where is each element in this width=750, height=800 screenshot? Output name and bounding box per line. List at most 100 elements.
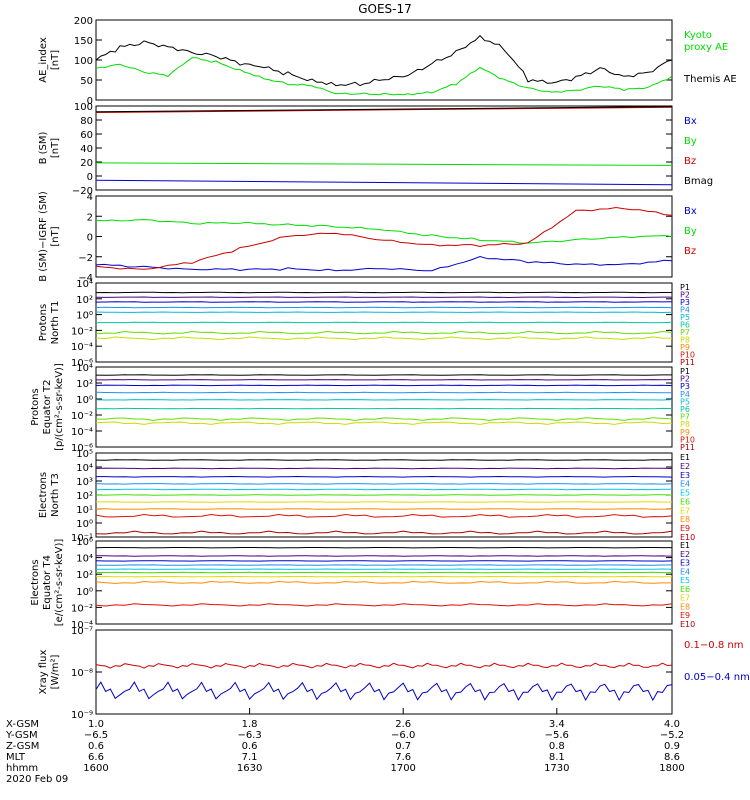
series-line bbox=[95, 580, 672, 584]
series-line bbox=[95, 255, 673, 272]
legend-entry: E1 bbox=[680, 541, 690, 550]
x-tick-label: 6.6 bbox=[88, 752, 104, 763]
x-tick-label: 1.0 bbox=[88, 719, 104, 730]
x-tick-label: −5.2 bbox=[660, 730, 684, 741]
legend-entry: By bbox=[684, 136, 697, 147]
series-line bbox=[95, 306, 673, 309]
x-tick-label: 0.6 bbox=[242, 741, 258, 752]
y-tick-label: 10⁴ bbox=[76, 463, 93, 474]
y-tick-label: 100 bbox=[74, 102, 93, 113]
y-tick-label: 50 bbox=[80, 76, 93, 87]
x-axis-block: 1.0−6.50.66.616001.8−6.30.67.116302.6−6.… bbox=[5, 708, 685, 785]
x-tick-label: 0.8 bbox=[549, 741, 565, 752]
series-line bbox=[96, 494, 673, 496]
panel-frame bbox=[95, 105, 673, 191]
series-line bbox=[95, 179, 673, 186]
y-axis-label: [nT] bbox=[50, 226, 61, 246]
panel-xray: 10⁻⁹ 10⁻⁸ 10⁻⁷ Xray flux [W/m²] 0.1−0.8 nm 0.0… bbox=[38, 626, 750, 721]
y-tick-label: 10⁻⁹ bbox=[71, 710, 93, 721]
x-tick-label: 7.1 bbox=[242, 752, 258, 763]
series-line bbox=[95, 219, 673, 244]
x-row-label: MLT bbox=[6, 752, 26, 763]
legend-entry: E7 bbox=[680, 594, 690, 603]
panel-frame bbox=[95, 629, 673, 715]
x-tick-label: −6.3 bbox=[237, 730, 261, 741]
x-tick-label: 4.0 bbox=[664, 719, 680, 730]
x-tick-label: 0.7 bbox=[395, 741, 411, 752]
y-axis-label: [e/(cm²-s-sr-keV)] bbox=[54, 539, 65, 627]
y-tick-label: 100 bbox=[74, 56, 93, 67]
legend-entry: P1 bbox=[680, 367, 690, 376]
panel-frame bbox=[95, 366, 673, 448]
y-tick-label: 10⁻¹ bbox=[71, 533, 93, 544]
legend-entry: E8 bbox=[680, 602, 690, 611]
y-tick-label: 10² bbox=[76, 295, 93, 306]
legend-entry: P9 bbox=[680, 428, 690, 437]
series-line bbox=[95, 603, 673, 607]
legend-entry: P6 bbox=[680, 405, 690, 414]
legend-entry: E4 bbox=[680, 480, 690, 489]
y-axis-label: [p/(cm²-s-sr-keV)] bbox=[54, 363, 65, 451]
legend-entry: P11 bbox=[680, 358, 695, 367]
x-tick-label: 1800 bbox=[659, 763, 684, 774]
y-tick-label: 10⁰ bbox=[76, 519, 93, 530]
legend-entry: E6 bbox=[680, 497, 690, 506]
y-tick-label: 10⁰ bbox=[76, 311, 93, 322]
series-line bbox=[95, 681, 673, 702]
date-label: 2020 Feb 09 bbox=[6, 774, 68, 785]
y-axis-label: Protons bbox=[30, 388, 41, 425]
y-axis-label: [W/m²] bbox=[50, 654, 61, 689]
series-line bbox=[95, 296, 672, 299]
y-tick-label: 80 bbox=[80, 116, 93, 127]
legend-entry: P8 bbox=[680, 420, 690, 429]
y-tick-label: 0 bbox=[87, 96, 93, 107]
x-tick-label: 8.1 bbox=[549, 752, 565, 763]
series-line bbox=[95, 508, 673, 510]
y-tick-label: 4 bbox=[87, 192, 93, 203]
y-tick-label: 10² bbox=[76, 491, 93, 502]
legend-entry: P4 bbox=[680, 390, 690, 399]
legend-entry: 0.05−0.4 nm bbox=[684, 672, 750, 683]
legend-entry: P8 bbox=[680, 336, 690, 345]
y-axis-label: Equator T4 bbox=[42, 555, 53, 610]
panel-en: 10⁻¹ 10⁰ 10¹ 10² 10³ 10⁴ 10⁵ Electrons North T3 E… bbox=[38, 449, 695, 544]
x-tick-label: −6.0 bbox=[391, 730, 415, 741]
x-tick-label: −6.5 bbox=[84, 730, 108, 741]
panel-pe: 10⁻⁶ 10⁻⁴ 10⁻² 10⁰ 10² 10⁴ Protons Equator T2 [p… bbox=[30, 363, 695, 454]
legend-entry: 0.1−0.8 nm bbox=[684, 640, 743, 651]
y-tick-label: 10⁻⁴ bbox=[71, 620, 93, 631]
y-tick-label: 10⁻⁴ bbox=[71, 427, 93, 438]
legend-entry: E4 bbox=[680, 567, 690, 576]
legend-entry: Bz bbox=[684, 156, 696, 167]
y-tick-label: 10⁻² bbox=[71, 411, 93, 422]
legend-entry: P1 bbox=[680, 283, 690, 292]
legend-entry: P6 bbox=[680, 321, 690, 330]
legend-entry: E7 bbox=[680, 506, 690, 515]
y-tick-label: 10⁰ bbox=[76, 587, 93, 598]
x-tick-label: 1600 bbox=[83, 763, 108, 774]
legend-entry: E1 bbox=[680, 453, 690, 462]
legend-entry: Bz bbox=[684, 246, 696, 257]
y-axis-label: North T1 bbox=[50, 301, 61, 345]
x-tick-label: 3.4 bbox=[549, 719, 565, 730]
legend-entry: Bmag bbox=[684, 176, 713, 187]
x-tick-label: 0.6 bbox=[88, 741, 104, 752]
y-axis-label: B (SM)−IGRF (SM) bbox=[38, 191, 49, 282]
series-line bbox=[96, 501, 673, 503]
y-tick-label: 10¹ bbox=[76, 505, 93, 516]
y-axis-label: AE_index bbox=[38, 37, 49, 83]
legend-entry: P10 bbox=[680, 435, 695, 444]
series-line bbox=[95, 374, 672, 376]
x-row-label: Z-GSM bbox=[6, 741, 39, 752]
legend-entry: Themis AE bbox=[683, 74, 737, 85]
y-axis-label: Protons bbox=[38, 304, 49, 341]
x-tick-label: 8.6 bbox=[664, 752, 680, 763]
series-line bbox=[95, 330, 673, 335]
x-tick-label: 7.6 bbox=[395, 752, 411, 763]
series-line bbox=[95, 291, 672, 294]
legend-entry: P5 bbox=[680, 397, 690, 406]
series-line bbox=[95, 34, 673, 87]
legend-entry: Bx bbox=[684, 206, 697, 217]
series-line bbox=[95, 662, 673, 669]
y-tick-label: 10³ bbox=[76, 477, 93, 488]
